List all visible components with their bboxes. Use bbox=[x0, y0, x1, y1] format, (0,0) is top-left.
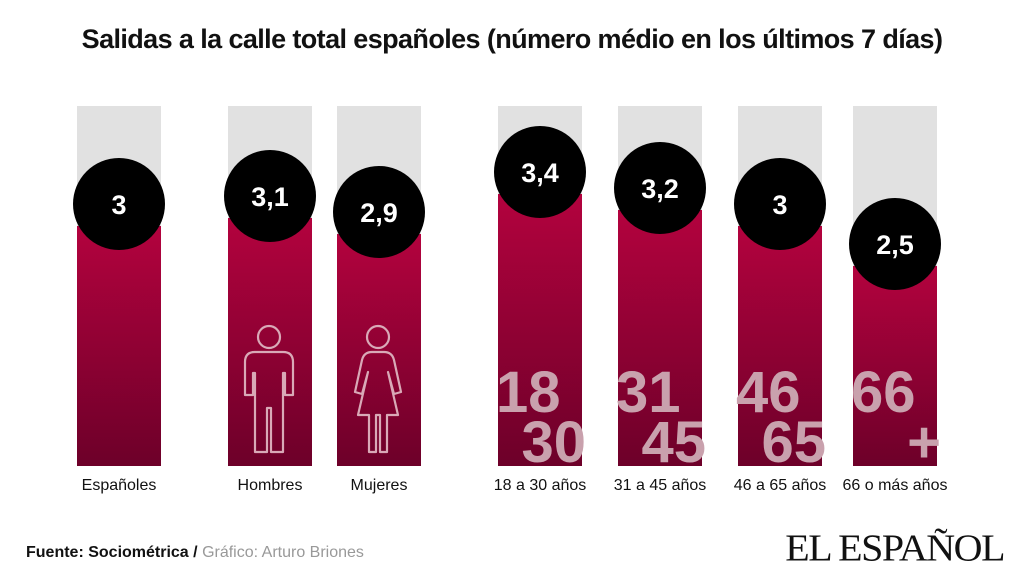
icon-body bbox=[353, 350, 403, 454]
value-bubble bbox=[734, 158, 826, 250]
category-label: 18 a 30 años bbox=[494, 477, 587, 494]
brand-logo: EL ESPAÑOL bbox=[785, 526, 1005, 569]
chart-title: Salidas a la calle total españoles (núme… bbox=[81, 24, 943, 54]
bar bbox=[853, 266, 937, 466]
value-label: 3 bbox=[772, 190, 787, 220]
bar-group: 3 Españoles bbox=[73, 106, 165, 494]
woman-icon bbox=[353, 324, 403, 454]
overlay-label: + bbox=[907, 410, 941, 475]
bar-group: 2,9 Mujeres bbox=[333, 106, 425, 494]
icon-head bbox=[365, 324, 391, 350]
category-label: Mujeres bbox=[351, 477, 408, 494]
value-label: 3,2 bbox=[641, 174, 679, 204]
value-bubble bbox=[614, 142, 706, 234]
icon-body bbox=[243, 350, 295, 454]
value-label: 3,1 bbox=[251, 182, 289, 212]
overlay-label: 18 bbox=[496, 360, 561, 425]
overlay-label: 46 bbox=[736, 360, 801, 425]
category-label: 66 o más años bbox=[843, 477, 948, 494]
value-bubble bbox=[849, 198, 941, 290]
bar bbox=[618, 210, 702, 466]
man-icon bbox=[243, 324, 295, 454]
value-label: 2,9 bbox=[360, 198, 398, 228]
value-label: 3,4 bbox=[521, 158, 559, 188]
category-label: Españoles bbox=[82, 477, 157, 494]
source-label: Fuente: Sociométrica bbox=[26, 544, 189, 561]
icon-head bbox=[256, 324, 282, 350]
value-bubble bbox=[494, 126, 586, 218]
overlay-label: 66 bbox=[851, 360, 916, 425]
footer-separator: / bbox=[193, 544, 198, 561]
overlay-label: 31 bbox=[616, 360, 681, 425]
category-label: 46 a 65 años bbox=[734, 477, 827, 494]
category-label: Hombres bbox=[238, 477, 303, 494]
bar-group: 3,1 Hombres bbox=[224, 106, 316, 494]
credit-label: Gráfico: Arturo Briones bbox=[202, 544, 364, 561]
footer: Fuente: Sociométrica / Gráfico: Arturo B… bbox=[26, 544, 364, 562]
value-bubble bbox=[333, 166, 425, 258]
value-label: 3 bbox=[111, 190, 126, 220]
overlay-label: 30 bbox=[521, 410, 586, 475]
overlay-label: 45 bbox=[641, 410, 706, 475]
value-bubble bbox=[73, 158, 165, 250]
value-bubble bbox=[224, 150, 316, 242]
value-label: 2,5 bbox=[876, 230, 914, 260]
bar bbox=[738, 226, 822, 466]
bar-group: 66+2,5 66 o más años bbox=[843, 106, 948, 494]
bar bbox=[498, 194, 582, 466]
overlay-label: 65 bbox=[761, 410, 826, 475]
category-label: 31 a 45 años bbox=[614, 477, 707, 494]
bar bbox=[77, 226, 161, 466]
